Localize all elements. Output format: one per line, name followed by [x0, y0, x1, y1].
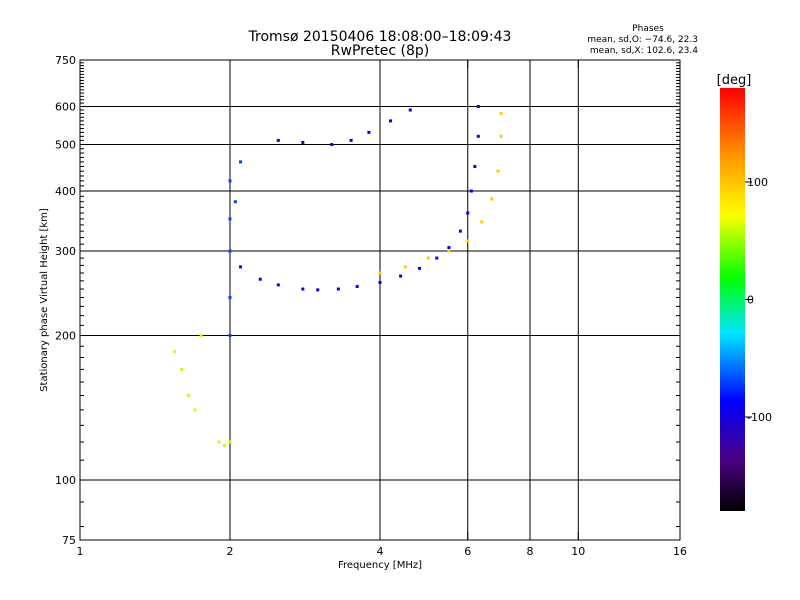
data-point [228, 440, 232, 444]
data-point [217, 440, 221, 444]
data-point [417, 266, 421, 270]
data-point [469, 189, 473, 193]
y-tick-label: 200 [55, 330, 76, 343]
chart-title: Tromsø 20150406 18:08:00–18:09:43 [248, 29, 512, 45]
y-axis-label: Stationary phase Virtual Height [km] [39, 208, 50, 392]
data-point [276, 283, 280, 287]
x-tick-label: 10 [571, 545, 585, 558]
data-point [223, 444, 227, 448]
x-tick-label: 2 [227, 545, 234, 558]
x-axis: 1 2 4 6 8 10 16 [77, 60, 687, 558]
data-point [473, 164, 477, 168]
y-tick-label: 100 [55, 474, 76, 487]
data-point [499, 112, 503, 116]
data-point [476, 134, 480, 138]
data-point [426, 256, 430, 260]
y-tick-label: 400 [55, 185, 76, 198]
phase-info-heading: Phases [632, 24, 664, 34]
data-point [355, 285, 359, 289]
chart-subtitle: RwPretec (8p) [331, 43, 429, 59]
x-tick-label: 16 [673, 545, 687, 558]
colorbar [720, 88, 745, 511]
y-tick-label: 750 [55, 54, 76, 67]
phase-info-x: mean, sd,X: 102.6, 23.4 [590, 46, 698, 56]
y-tick-label: 75 [62, 534, 76, 547]
x-tick-label: 8 [527, 545, 534, 558]
data-point [173, 350, 177, 354]
y-tick-label: 300 [55, 245, 76, 258]
data-point [480, 220, 484, 224]
data-point [458, 229, 462, 233]
data-point [349, 138, 353, 142]
data-point [399, 274, 403, 278]
y-tick-label: 600 [55, 101, 76, 114]
colorbar-label: [deg] [717, 73, 752, 88]
data-point [301, 287, 305, 291]
data-point [490, 197, 494, 201]
data-point [435, 256, 439, 260]
data-point [466, 239, 470, 243]
data-point [193, 408, 197, 412]
data-point [330, 143, 334, 147]
data-point [186, 394, 190, 398]
data-point [403, 265, 407, 269]
data-point [228, 296, 232, 300]
data-point [389, 119, 393, 123]
data-point [228, 249, 232, 253]
data-point [408, 108, 412, 112]
x-tick-label: 4 [377, 545, 384, 558]
data-point [239, 160, 243, 164]
data-point [228, 179, 232, 183]
colorbar-tick-label: 100 [747, 176, 768, 189]
data-points [173, 105, 503, 448]
x-tick-label: 6 [464, 545, 471, 558]
data-point [476, 105, 480, 109]
data-point [233, 200, 237, 204]
y-axis: 75 100 200 300 400 500 600 750 [55, 54, 680, 547]
data-point [378, 280, 382, 284]
data-point [228, 334, 232, 338]
data-point [447, 246, 451, 250]
grid-lines [80, 60, 680, 540]
x-tick-label: 1 [77, 545, 84, 558]
data-point [447, 249, 451, 253]
x-axis-label: Frequency [MHz] [338, 560, 422, 571]
colorbar-tick-label: 0 [747, 294, 754, 307]
data-point [199, 334, 203, 338]
data-point [316, 288, 320, 292]
data-point [499, 134, 503, 138]
data-point [228, 217, 232, 221]
data-point [496, 169, 500, 173]
data-point [276, 138, 280, 142]
data-point [336, 287, 340, 291]
phase-info-o: mean, sd,O: −74.6, 22.3 [587, 35, 698, 45]
data-point [378, 271, 382, 275]
colorbar-tick-label: -100 [747, 411, 772, 424]
data-point [258, 277, 262, 281]
data-point [239, 265, 243, 269]
colorbar-ticks: 100 0 -100 [745, 176, 772, 424]
data-point [180, 367, 184, 371]
y-tick-label: 500 [55, 139, 76, 152]
data-point [301, 140, 305, 144]
data-point [466, 211, 470, 215]
data-point [367, 130, 371, 134]
